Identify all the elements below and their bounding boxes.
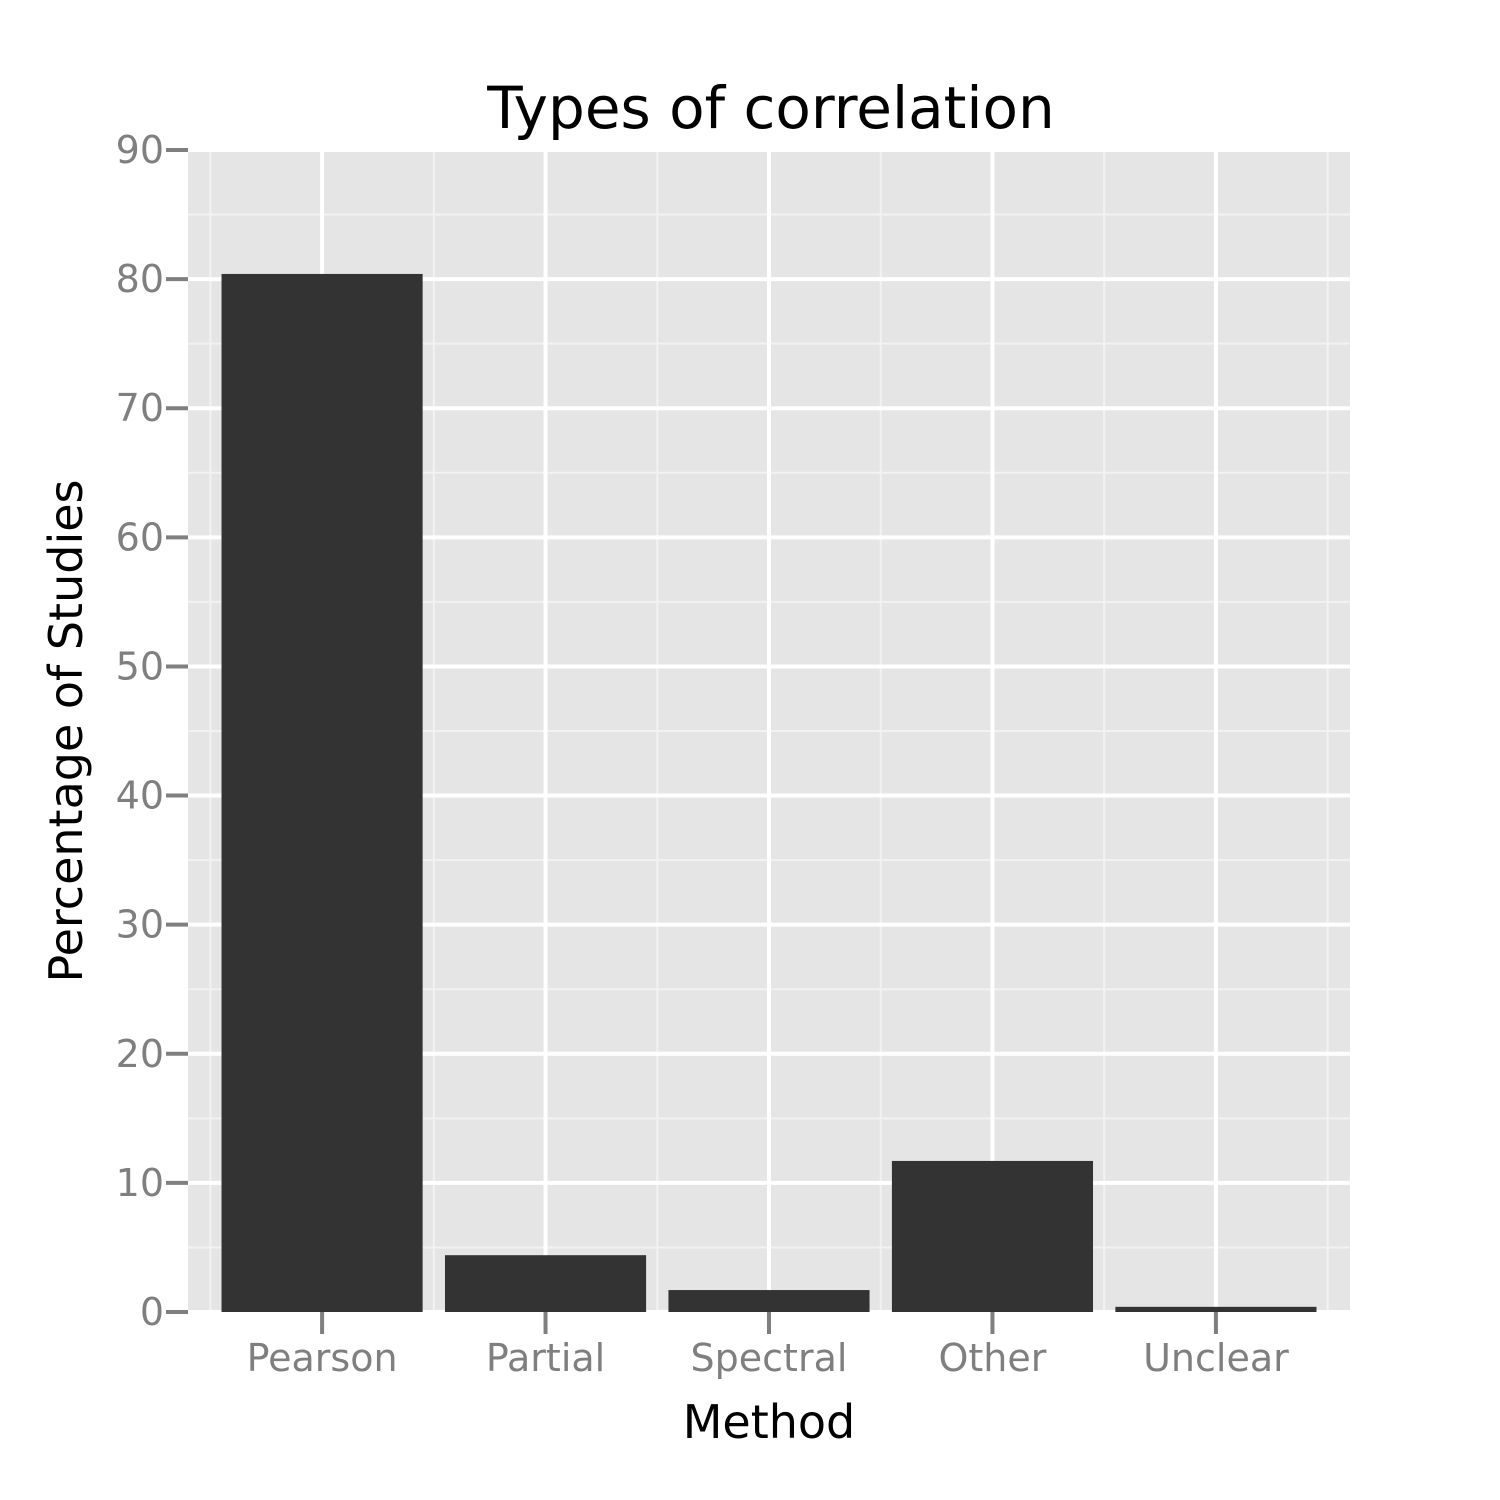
chart-title: Types of correlation — [486, 74, 1054, 142]
x-axis-ticks: Pearson Partial Spectral Other Unclear — [247, 1312, 1289, 1380]
bars — [221, 273, 1317, 1312]
y-tick-label: 50 — [116, 644, 164, 688]
x-tick-label: Spectral — [691, 1336, 848, 1380]
x-axis-title: Method — [683, 1395, 856, 1449]
bar-pearson — [221, 273, 423, 1312]
y-tick-label: 10 — [116, 1161, 164, 1205]
bar-partial — [444, 1255, 647, 1312]
y-axis-ticks: 0 10 20 30 40 50 60 70 80 90 — [116, 128, 188, 1334]
x-tick-label: Partial — [486, 1336, 605, 1380]
bar-other — [891, 1160, 1094, 1312]
bar-spectral — [668, 1290, 870, 1312]
y-tick-label: 40 — [116, 774, 164, 818]
y-tick-label: 70 — [116, 386, 164, 430]
x-tick-label: Unclear — [1143, 1336, 1289, 1380]
y-tick-label: 80 — [116, 257, 164, 301]
y-tick-label: 60 — [116, 515, 164, 559]
y-tick-label: 0 — [140, 1290, 164, 1334]
y-tick-label: 30 — [116, 903, 164, 947]
y-tick-label: 20 — [116, 1032, 164, 1076]
y-tick-label: 90 — [116, 128, 164, 172]
bar-unclear — [1115, 1306, 1317, 1312]
y-axis-title: Percentage of Studies — [39, 480, 93, 983]
x-tick-label: Other — [939, 1336, 1047, 1380]
x-tick-label: Pearson — [247, 1336, 398, 1380]
minor-gridlines-x — [209, 150, 1329, 1312]
